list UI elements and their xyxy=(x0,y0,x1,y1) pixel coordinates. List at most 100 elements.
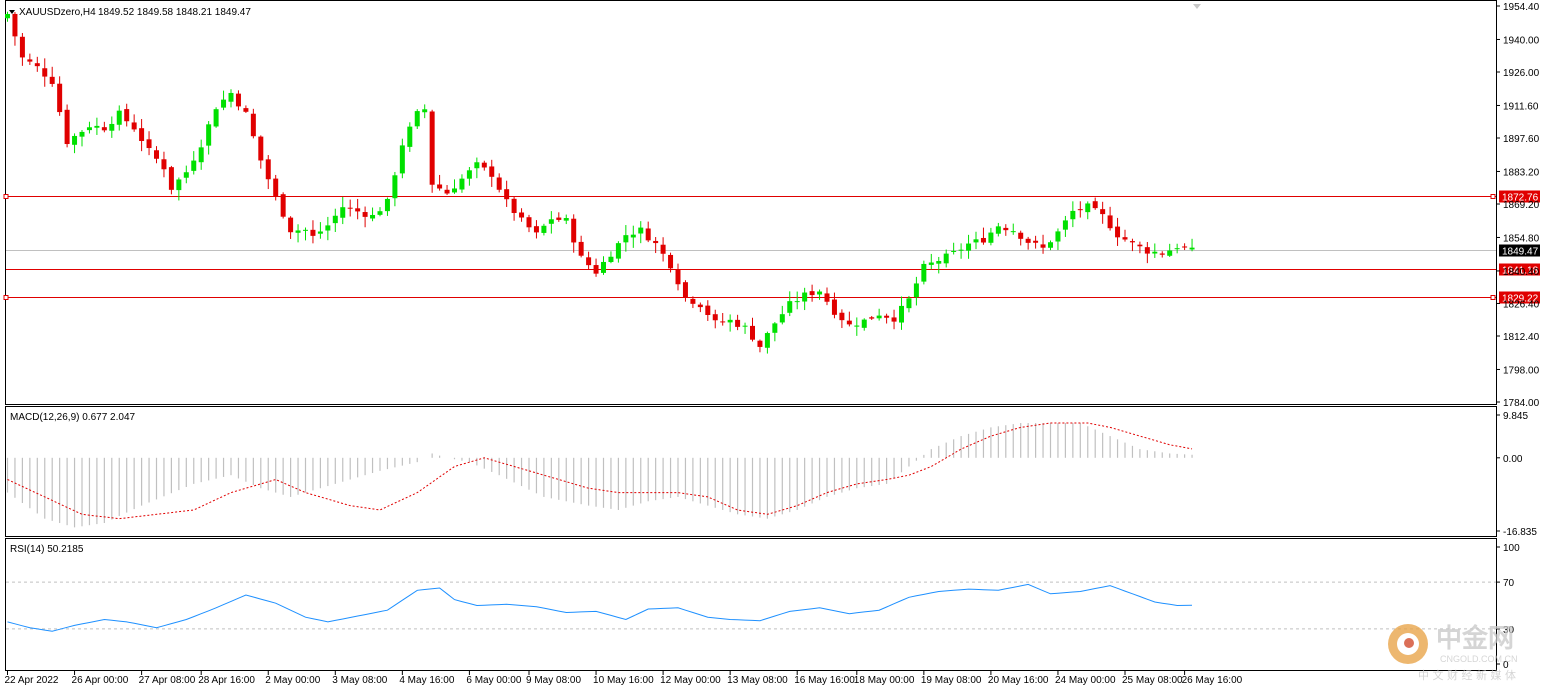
candle-body[interactable] xyxy=(12,13,18,37)
candle-body[interactable] xyxy=(943,253,949,264)
candle-body[interactable] xyxy=(630,234,636,238)
candle-body[interactable] xyxy=(623,235,629,243)
candle-body[interactable] xyxy=(1122,237,1128,240)
candle-body[interactable] xyxy=(362,212,368,217)
candle-body[interactable] xyxy=(429,111,435,185)
candle-body[interactable] xyxy=(1115,226,1121,238)
candle-body[interactable] xyxy=(548,219,554,224)
candle-body[interactable] xyxy=(727,319,733,323)
level-handle-support-2[interactable] xyxy=(3,295,9,300)
candle-body[interactable] xyxy=(86,127,92,131)
level-handle-resistance[interactable] xyxy=(1490,194,1496,199)
candle-body[interactable] xyxy=(794,301,800,303)
candle-body[interactable] xyxy=(1010,231,1016,233)
candle-body[interactable] xyxy=(690,298,696,304)
candle-body[interactable] xyxy=(1092,201,1098,209)
candle-body[interactable] xyxy=(1152,251,1158,254)
candle-body[interactable] xyxy=(295,230,301,233)
candle-body[interactable] xyxy=(809,291,815,296)
candle-body[interactable] xyxy=(645,228,651,241)
candle-body[interactable] xyxy=(921,263,927,282)
candle-body[interactable] xyxy=(489,166,495,177)
candle-body[interactable] xyxy=(303,229,308,231)
candle-body[interactable] xyxy=(526,217,532,228)
candle-body[interactable] xyxy=(444,189,450,194)
candle-body[interactable] xyxy=(347,207,353,209)
candle-body[interactable] xyxy=(124,109,130,122)
candle-body[interactable] xyxy=(1107,215,1113,229)
candle-body[interactable] xyxy=(1040,244,1046,248)
candle-body[interactable] xyxy=(966,243,972,251)
candle-body[interactable] xyxy=(72,135,78,145)
candle-body[interactable] xyxy=(958,249,964,251)
scroll-marker-icon[interactable] xyxy=(1193,4,1201,9)
candle-body[interactable] xyxy=(638,227,644,234)
candle-body[interactable] xyxy=(541,225,547,233)
candle-body[interactable] xyxy=(183,172,189,178)
candle-body[interactable] xyxy=(973,239,979,243)
candle-body[interactable] xyxy=(228,92,234,102)
candle-body[interactable] xyxy=(19,36,25,58)
candle-body[interactable] xyxy=(206,124,212,146)
candle-body[interactable] xyxy=(288,217,294,233)
candle-body[interactable] xyxy=(1129,241,1135,243)
candle-body[interactable] xyxy=(802,292,808,302)
candle-body[interactable] xyxy=(615,243,621,259)
candle-body[interactable] xyxy=(824,293,830,302)
candle-body[interactable] xyxy=(831,299,837,315)
candle-body[interactable] xyxy=(49,76,55,84)
candle-body[interactable] xyxy=(168,167,174,190)
candle-body[interactable] xyxy=(34,63,40,67)
candle-body[interactable] xyxy=(481,162,487,168)
candle-body[interactable] xyxy=(407,126,413,147)
candle-body[interactable] xyxy=(422,109,428,113)
candle-body[interactable] xyxy=(720,321,726,323)
candle-body[interactable] xyxy=(265,159,271,180)
level-handle-support-2[interactable] xyxy=(1490,295,1496,300)
candle-body[interactable] xyxy=(243,108,249,112)
candle-body[interactable] xyxy=(466,170,472,179)
candle-body[interactable] xyxy=(1144,247,1150,254)
candle-body[interactable] xyxy=(109,123,115,131)
candle-body[interactable] xyxy=(571,218,577,243)
candle-body[interactable] xyxy=(705,305,711,315)
candle-body[interactable] xyxy=(42,68,48,77)
candle-body[interactable] xyxy=(57,83,63,113)
candle-body[interactable] xyxy=(1018,232,1024,239)
candle-body[interactable] xyxy=(176,179,182,191)
candle-body[interactable] xyxy=(377,211,383,215)
candle-body[interactable] xyxy=(772,323,778,333)
candle-body[interactable] xyxy=(504,189,510,200)
candle-body[interactable] xyxy=(675,269,681,285)
candle-body[interactable] xyxy=(437,184,443,189)
candle-body[interactable] xyxy=(787,301,793,313)
candle-body[interactable] xyxy=(511,198,517,213)
candle-body[interactable] xyxy=(750,325,755,340)
candle-body[interactable] xyxy=(310,229,316,236)
candle-body[interactable] xyxy=(846,320,852,325)
candle-body[interactable] xyxy=(258,136,264,161)
candle-body[interactable] xyxy=(496,177,502,190)
candle-body[interactable] xyxy=(884,315,890,318)
candle-body[interactable] xyxy=(1167,250,1173,256)
candle-body[interactable] xyxy=(995,226,1001,234)
candle-body[interactable] xyxy=(1055,231,1061,242)
candle-body[interactable] xyxy=(459,178,465,190)
candle-body[interactable] xyxy=(325,225,331,231)
candle-body[interactable] xyxy=(1189,247,1195,250)
candle-body[interactable] xyxy=(384,198,390,212)
candle-body[interactable] xyxy=(712,314,718,321)
candle-body[interactable] xyxy=(533,226,539,233)
candle-body[interactable] xyxy=(757,340,763,347)
candle-body[interactable] xyxy=(139,128,145,141)
candle-body[interactable] xyxy=(213,109,219,127)
candle-body[interactable] xyxy=(161,159,167,170)
candle-body[interactable] xyxy=(601,261,606,273)
candle-body[interactable] xyxy=(578,241,584,256)
candle-body[interactable] xyxy=(1137,244,1143,247)
candle-body[interactable] xyxy=(854,325,860,327)
candle-body[interactable] xyxy=(94,125,100,128)
candle-body[interactable] xyxy=(951,250,957,252)
candle-body[interactable] xyxy=(1182,246,1188,248)
candle-body[interactable] xyxy=(891,317,897,322)
